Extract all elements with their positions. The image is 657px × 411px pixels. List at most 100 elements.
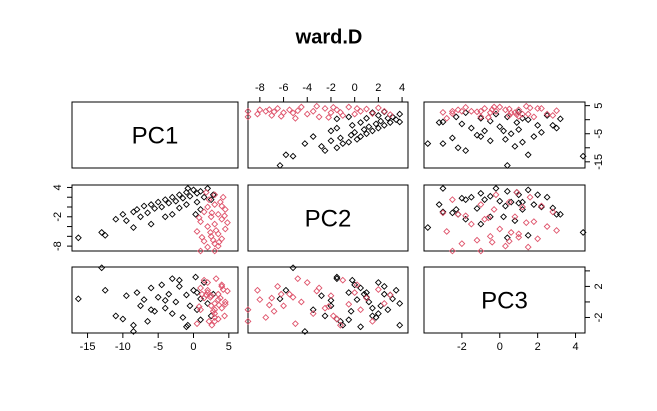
point — [168, 193, 176, 201]
point — [207, 196, 215, 204]
point — [265, 301, 273, 309]
point — [365, 123, 373, 131]
point — [208, 209, 216, 217]
point — [490, 206, 498, 213]
point — [175, 282, 183, 290]
point — [140, 296, 148, 304]
point — [530, 218, 538, 226]
point — [380, 300, 388, 307]
point — [337, 134, 344, 142]
y-tick-label: -2 — [593, 313, 605, 323]
point — [513, 188, 521, 196]
point — [519, 110, 526, 118]
point — [543, 110, 551, 118]
point — [282, 151, 290, 159]
point — [454, 106, 462, 114]
point — [154, 293, 162, 301]
point — [215, 301, 223, 309]
point — [345, 103, 353, 111]
point — [277, 112, 285, 120]
point — [289, 152, 297, 160]
point — [277, 290, 285, 298]
point — [452, 206, 460, 213]
point — [158, 281, 166, 289]
point — [327, 137, 335, 145]
point — [265, 106, 273, 114]
point — [351, 110, 359, 118]
x-tick-label: -2 — [457, 341, 467, 353]
point — [211, 310, 219, 318]
point — [524, 151, 532, 159]
point — [168, 310, 176, 318]
point — [502, 135, 509, 143]
point — [522, 219, 530, 227]
point — [515, 112, 523, 120]
point — [256, 296, 264, 304]
point — [211, 247, 219, 255]
point — [505, 112, 513, 119]
point — [503, 187, 511, 195]
point — [439, 108, 447, 116]
point — [209, 236, 217, 244]
point — [556, 210, 564, 218]
point — [389, 113, 397, 121]
point — [496, 103, 504, 111]
y-tick-label: 4 — [52, 184, 64, 190]
point — [179, 194, 187, 202]
point — [481, 127, 489, 135]
point — [289, 264, 297, 272]
point — [221, 312, 229, 320]
point — [496, 225, 504, 233]
point — [74, 234, 82, 242]
point — [473, 236, 481, 244]
point — [380, 121, 388, 129]
panel-frame — [423, 184, 586, 252]
point — [553, 227, 561, 234]
point — [112, 215, 120, 223]
point — [486, 192, 494, 200]
point — [462, 147, 470, 155]
point — [579, 228, 587, 236]
x-tick-label: 0 — [497, 341, 503, 353]
point — [396, 110, 404, 118]
point — [374, 104, 382, 112]
point — [462, 212, 470, 220]
point — [218, 202, 226, 210]
point — [534, 191, 542, 199]
y-tick-label: 5 — [593, 103, 605, 109]
point — [200, 193, 208, 201]
point — [208, 321, 216, 329]
point — [345, 316, 353, 324]
x-tick-label: 4 — [572, 341, 578, 353]
point — [435, 201, 443, 208]
point — [197, 295, 204, 303]
point — [473, 131, 481, 139]
point — [452, 113, 460, 121]
point — [200, 276, 208, 284]
point — [462, 103, 470, 111]
point — [537, 202, 545, 210]
point — [439, 140, 447, 148]
point — [221, 225, 229, 233]
x-tick-label: -10 — [115, 341, 131, 353]
point — [192, 273, 200, 281]
point — [172, 197, 180, 205]
point — [211, 201, 219, 208]
point — [448, 107, 456, 115]
point — [182, 323, 190, 331]
point — [486, 137, 494, 145]
point — [505, 198, 513, 206]
y-tick-label: -8 — [52, 241, 64, 251]
point — [454, 144, 462, 152]
point — [380, 290, 388, 298]
x-tick-label: -5 — [153, 341, 163, 353]
point — [345, 289, 353, 297]
point — [207, 293, 214, 301]
point — [204, 243, 212, 251]
point — [218, 235, 226, 243]
point — [204, 203, 212, 211]
point — [212, 275, 220, 283]
point — [244, 113, 252, 121]
point — [348, 276, 356, 284]
point — [439, 118, 447, 126]
